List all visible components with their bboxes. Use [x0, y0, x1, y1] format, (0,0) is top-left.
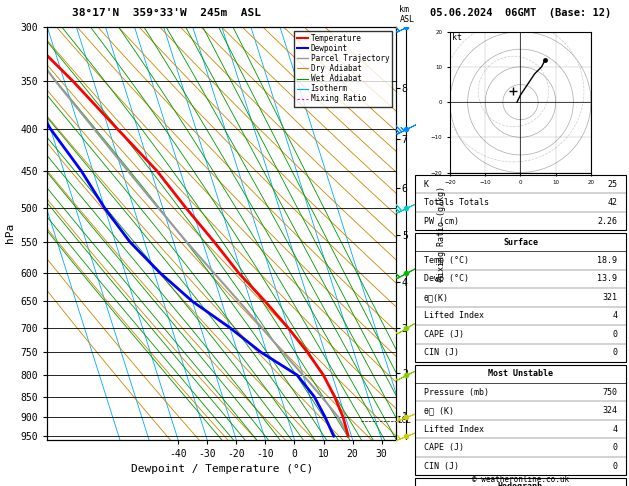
Text: 321: 321 [603, 293, 618, 302]
Text: CAPE (J): CAPE (J) [423, 330, 464, 339]
Text: Totals Totals: Totals Totals [423, 198, 489, 207]
Text: 13.9: 13.9 [598, 275, 618, 283]
Text: 4: 4 [613, 425, 618, 434]
Text: 324: 324 [603, 406, 618, 415]
Text: Dewp (°C): Dewp (°C) [423, 275, 469, 283]
Text: Pressure (mb): Pressure (mb) [423, 388, 489, 397]
Text: 38°17'N  359°33'W  245m  ASL: 38°17'N 359°33'W 245m ASL [72, 8, 261, 18]
Text: Lifted Index: Lifted Index [423, 312, 484, 320]
Y-axis label: hPa: hPa [5, 223, 15, 243]
Text: 25: 25 [608, 180, 618, 189]
Text: 0: 0 [613, 462, 618, 470]
Text: 4: 4 [613, 312, 618, 320]
Text: LCL: LCL [398, 417, 411, 425]
Text: Hodograph: Hodograph [498, 483, 543, 486]
Text: 0: 0 [613, 330, 618, 339]
Text: 2.26: 2.26 [598, 217, 618, 226]
Text: km
ASL: km ASL [399, 5, 415, 24]
Text: K: K [423, 180, 428, 189]
Text: CIN (J): CIN (J) [423, 348, 459, 357]
X-axis label: Dewpoint / Temperature (°C): Dewpoint / Temperature (°C) [131, 465, 313, 474]
Text: Mixing Ratio (g/kg): Mixing Ratio (g/kg) [437, 186, 446, 281]
Text: CIN (J): CIN (J) [423, 462, 459, 470]
Legend: Temperature, Dewpoint, Parcel Trajectory, Dry Adiabat, Wet Adiabat, Isotherm, Mi: Temperature, Dewpoint, Parcel Trajectory… [294, 31, 392, 106]
Text: 42: 42 [608, 198, 618, 207]
Text: 0: 0 [613, 443, 618, 452]
Text: Temp (°C): Temp (°C) [423, 256, 469, 265]
Text: kt: kt [452, 34, 462, 42]
Text: 18.9: 18.9 [598, 256, 618, 265]
Text: Lifted Index: Lifted Index [423, 425, 484, 434]
Text: 05.06.2024  06GMT  (Base: 12): 05.06.2024 06GMT (Base: 12) [430, 8, 611, 18]
Text: θᴇ (K): θᴇ (K) [423, 406, 454, 415]
Text: © weatheronline.co.uk: © weatheronline.co.uk [472, 474, 569, 484]
Text: CAPE (J): CAPE (J) [423, 443, 464, 452]
Text: Surface: Surface [503, 238, 538, 246]
Text: 0: 0 [613, 348, 618, 357]
Text: PW (cm): PW (cm) [423, 217, 459, 226]
Text: Most Unstable: Most Unstable [488, 369, 553, 378]
Text: θᴇ(K): θᴇ(K) [423, 293, 448, 302]
Text: 750: 750 [603, 388, 618, 397]
